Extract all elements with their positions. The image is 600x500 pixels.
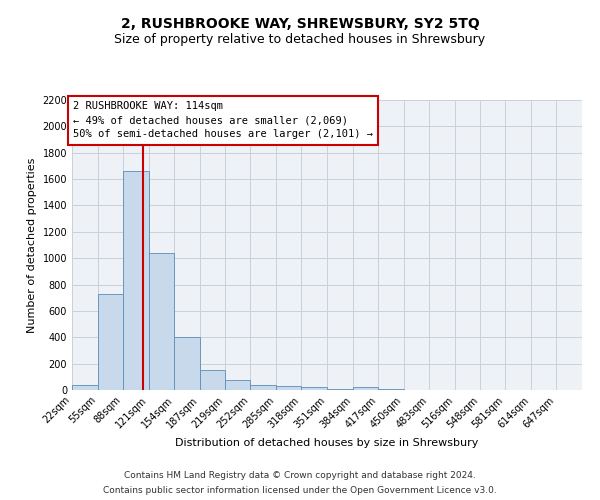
Bar <box>378 388 404 390</box>
Bar <box>98 294 123 390</box>
Bar <box>149 253 175 390</box>
Bar <box>276 386 301 390</box>
Bar <box>123 171 149 390</box>
Text: Contains public sector information licensed under the Open Government Licence v3: Contains public sector information licen… <box>103 486 497 495</box>
Text: 2 RUSHBROOKE WAY: 114sqm
← 49% of detached houses are smaller (2,069)
50% of sem: 2 RUSHBROOKE WAY: 114sqm ← 49% of detach… <box>73 102 373 140</box>
Bar <box>72 384 98 390</box>
Bar <box>250 384 276 390</box>
Text: Size of property relative to detached houses in Shrewsbury: Size of property relative to detached ho… <box>115 32 485 46</box>
Bar <box>175 338 200 390</box>
Bar <box>224 380 250 390</box>
Bar <box>200 370 226 390</box>
Y-axis label: Number of detached properties: Number of detached properties <box>27 158 37 332</box>
X-axis label: Distribution of detached houses by size in Shrewsbury: Distribution of detached houses by size … <box>175 438 479 448</box>
Text: 2, RUSHBROOKE WAY, SHREWSBURY, SY2 5TQ: 2, RUSHBROOKE WAY, SHREWSBURY, SY2 5TQ <box>121 18 479 32</box>
Bar <box>301 388 327 390</box>
Bar <box>353 388 378 390</box>
Text: Contains HM Land Registry data © Crown copyright and database right 2024.: Contains HM Land Registry data © Crown c… <box>124 471 476 480</box>
